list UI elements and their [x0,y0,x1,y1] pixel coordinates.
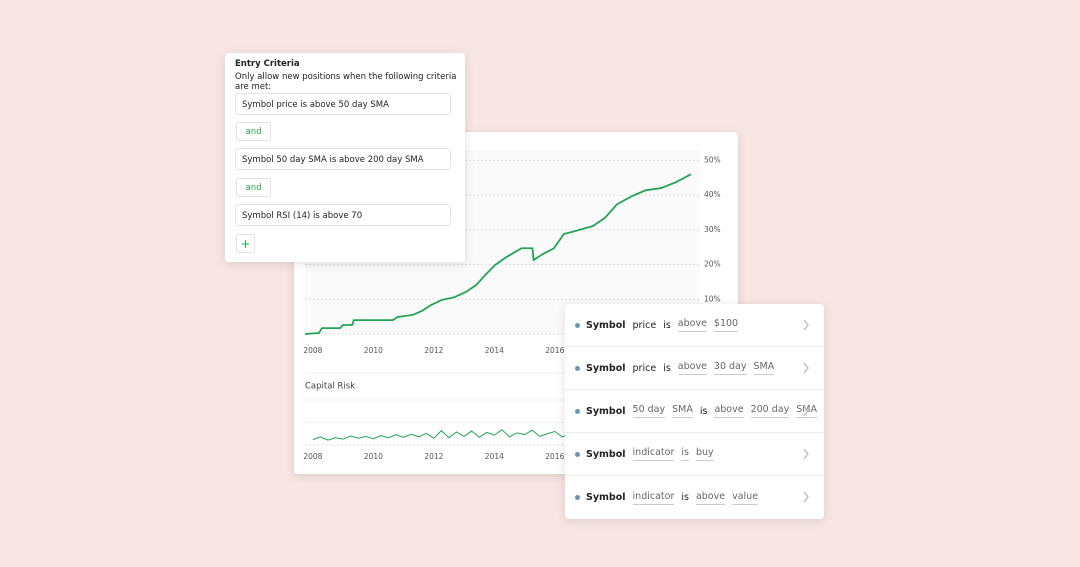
rule-token[interactable]: value [732,491,759,505]
x-tick-label: 2008 [303,346,322,355]
chart-title: Capital Risk [305,382,355,392]
rule-token[interactable]: is [681,447,689,461]
rules-card: Symbol price is above $100 Symbol price is above… [565,304,824,519]
bullet [575,322,580,328]
rule-row[interactable]: Symbol 50 day SMA is above 200 day SMA [565,390,824,433]
rule-token[interactable]: $100 [713,318,739,332]
entry-criteria-card: Entry Criteria Only allow new positions … [225,53,465,262]
x-tick-label: 2014 [485,346,504,355]
rule-token[interactable]: SMA [672,404,693,418]
chart-card: Capital Risk 10% 20% 30% 40% 50% 2008 2010 2012… [294,132,738,474]
rule-token[interactable]: above [677,318,707,332]
y-tick-label: 50% [704,155,721,164]
chevron [803,448,809,460]
rule-row[interactable]: Symbol price is above 30 day SMA [565,347,824,390]
x-tick-label: 2010 [364,346,383,355]
rule-token: price [632,362,657,374]
bullet [575,408,580,414]
rule-token[interactable]: 200 day [750,404,790,418]
connector[interactable]: and [236,178,271,197]
rule-token[interactable]: above [695,491,726,505]
rule-row[interactable]: Symbol price is above $100 [565,304,824,347]
x-tick-label: 2008 [303,452,322,461]
card-title: Entry Criteria [235,59,300,69]
condition[interactable]: Symbol 50 day SMA is above 200 day SMA [235,148,451,170]
chevron [803,319,809,331]
rule-token: Symbol [586,319,626,331]
rule-token[interactable]: above [714,404,744,418]
bullet [575,451,580,457]
rule-token: Symbol [586,405,626,417]
rule-row[interactable]: Symbol indicator is above value [565,476,824,519]
rule-token: is [681,492,689,503]
rule-token[interactable]: SMA [753,361,775,375]
x-tick-label: 2012 [424,346,443,355]
rule-token[interactable]: 30 day [713,361,747,375]
x-tick-label: 2014 [485,452,504,461]
bullet [575,365,580,371]
rule-token[interactable]: buy [695,447,714,461]
x-tick-label: 2010 [364,452,383,461]
rule-token[interactable]: 50 day [632,404,666,418]
y-tick-label: 40% [704,190,721,199]
condition[interactable]: Symbol RSI (14) is above 70 [235,204,451,226]
rule-token: is [663,319,671,331]
chevron [803,362,809,374]
card-subtitle: Only allow new positions when the follow… [235,72,457,92]
rule-row[interactable]: Symbol indicator is buy [565,433,824,476]
rule-token: Symbol [586,362,626,374]
y-tick-label: 10% [704,294,721,303]
x-tick-label: 2016 [545,346,564,355]
bullet [575,495,580,500]
rule-token: is [699,405,708,417]
x-tick-label: 2016 [545,452,564,461]
rule-token[interactable]: above [677,361,707,375]
rule-token: is [663,362,671,374]
rule-token: price [632,319,657,331]
line-series [304,173,692,335]
rule-token[interactable]: indicator [632,447,675,461]
chevron [803,491,809,503]
condition[interactable]: Symbol price is above 50 day SMA [235,93,451,115]
y-tick-label: 20% [704,260,721,269]
chevron [803,405,809,417]
add-button[interactable]: + [236,234,255,253]
connector[interactable]: and [236,122,271,141]
y-tick-label: 30% [704,225,721,234]
rule-token: Symbol [586,448,626,460]
rule-token: Symbol [586,492,626,503]
x-tick-label: 2012 [424,452,443,461]
rule-token[interactable]: indicator [632,491,675,505]
